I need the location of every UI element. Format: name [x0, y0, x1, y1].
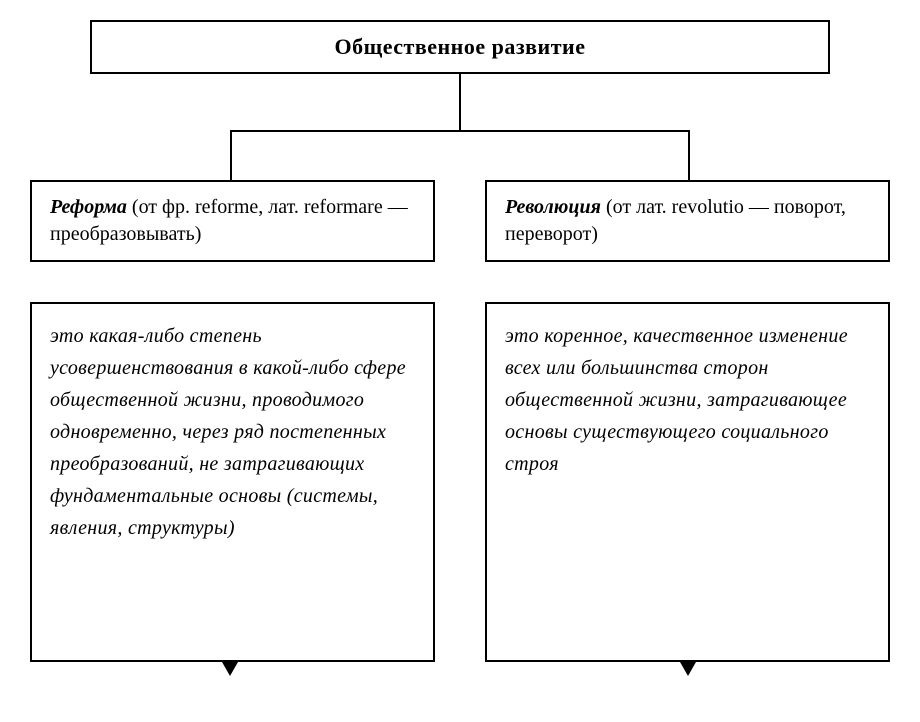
connector-right-drop — [688, 130, 690, 180]
connector-hbar — [230, 130, 690, 132]
revolution-term: Революция — [505, 196, 601, 218]
arrow-down-right-icon — [680, 662, 696, 676]
reform-term: Реформа — [50, 196, 127, 218]
title-text: Общественное развитие — [335, 34, 586, 59]
diagram-root: Общественное развитие Реформа (от фр. re… — [30, 20, 890, 700]
reform-definition-box: это какая-либо степень усовершенствовани… — [30, 302, 435, 662]
title-box: Общественное развитие — [90, 20, 830, 74]
connector-trunk — [459, 74, 461, 130]
revolution-header-box: Революция (от лат. revolutio — поворот, … — [485, 180, 890, 262]
arrow-down-left-icon — [222, 662, 238, 676]
reform-header-box: Реформа (от фр. reforme, лат. reformare … — [30, 180, 435, 262]
connector-left-drop — [230, 130, 232, 180]
revolution-definition-box: это коренное, качественное изменение все… — [485, 302, 890, 662]
revolution-definition-text: это коренное, качественное изменение все… — [505, 325, 848, 475]
reform-definition-text: это какая-либо степень усовершенствовани… — [50, 325, 406, 539]
